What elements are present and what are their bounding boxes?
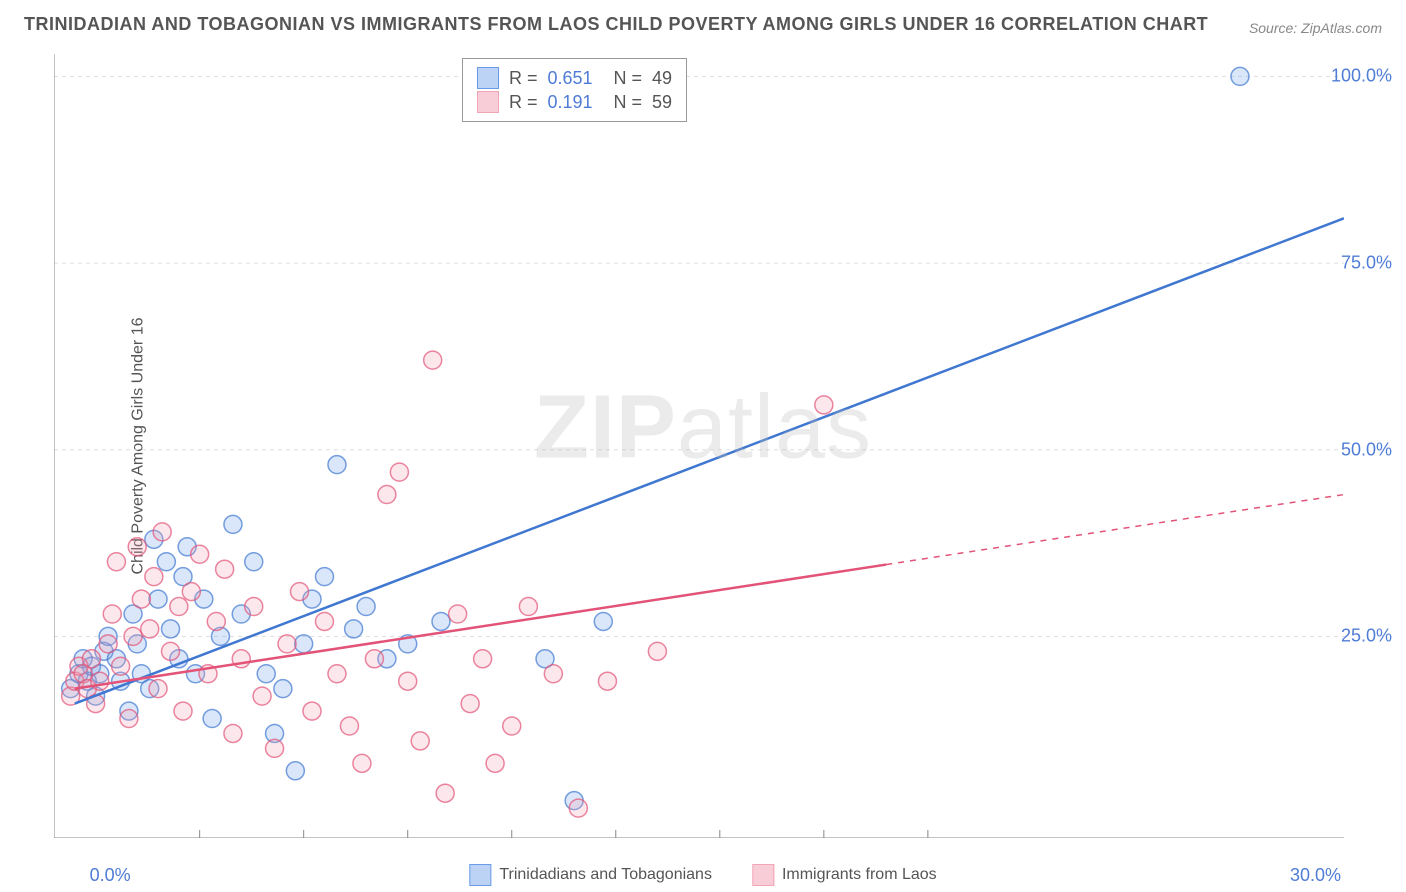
source-label: Source: ZipAtlas.com — [1249, 20, 1382, 36]
chart-title: TRINIDADIAN AND TOBAGONIAN VS IMMIGRANTS… — [24, 14, 1208, 35]
legend-swatch — [469, 864, 491, 886]
y-tick-label: 100.0% — [1331, 66, 1392, 87]
r-label: R = — [509, 68, 538, 89]
series-legend: Trinidadians and Tobagonians Immigrants f… — [469, 864, 936, 886]
legend-swatch — [477, 67, 499, 89]
r-value: 0.191 — [548, 92, 604, 113]
r-label: R = — [509, 92, 538, 113]
legend-swatch — [752, 864, 774, 886]
n-value: 49 — [652, 68, 672, 89]
n-label: N = — [614, 68, 643, 89]
r-value: 0.651 — [548, 68, 604, 89]
scatter-plot — [54, 54, 1344, 838]
n-value: 59 — [652, 92, 672, 113]
y-tick-label: 75.0% — [1341, 253, 1392, 274]
x-tick-label: 0.0% — [90, 865, 131, 886]
y-tick-label: 50.0% — [1341, 439, 1392, 460]
legend-swatch — [477, 91, 499, 113]
y-tick-label: 25.0% — [1341, 626, 1392, 647]
legend-row: R = 0.191 N = 59 — [477, 91, 672, 113]
correlation-legend: R = 0.651 N = 49 R = 0.191 N = 59 — [462, 58, 687, 122]
x-tick-label: 30.0% — [1290, 865, 1341, 886]
n-label: N = — [614, 92, 643, 113]
legend-item: Trinidadians and Tobagonians — [469, 864, 712, 886]
legend-item: Immigrants from Laos — [752, 864, 937, 886]
legend-row: R = 0.651 N = 49 — [477, 67, 672, 89]
legend-label: Immigrants from Laos — [782, 866, 937, 884]
legend-label: Trinidadians and Tobagonians — [499, 866, 712, 884]
